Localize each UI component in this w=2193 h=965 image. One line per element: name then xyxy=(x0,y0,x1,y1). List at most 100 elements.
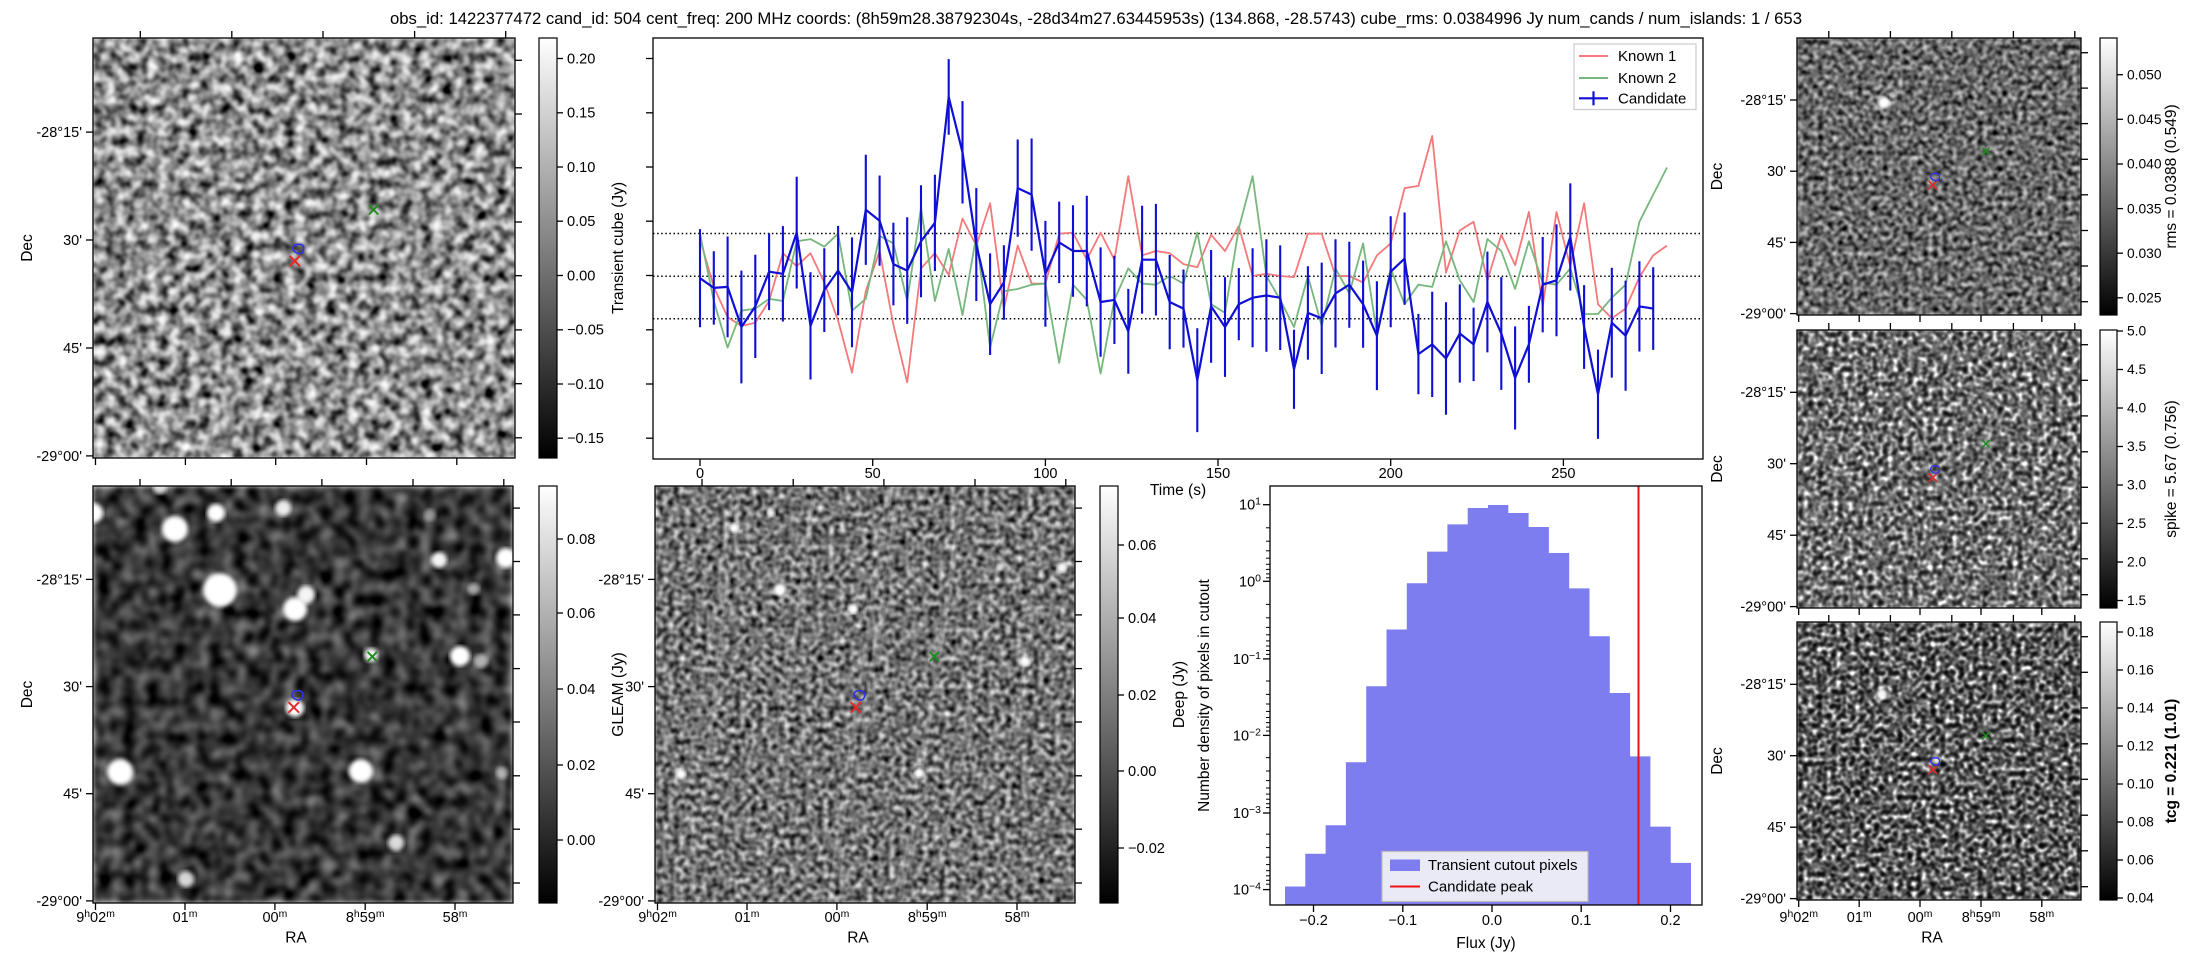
svg-text:0.04: 0.04 xyxy=(2127,891,2154,906)
svg-text:0.1: 0.1 xyxy=(1571,913,1591,929)
svg-text:−0.10: −0.10 xyxy=(567,377,604,393)
svg-text:250: 250 xyxy=(1551,466,1575,482)
svg-text:3.5: 3.5 xyxy=(2127,439,2147,454)
svg-text:rms = 0.0388 (0.549): rms = 0.0388 (0.549) xyxy=(2163,104,2180,248)
svg-text:50: 50 xyxy=(865,466,881,482)
svg-text:0.02: 0.02 xyxy=(567,758,595,774)
svg-text:-28°15': -28°15' xyxy=(1740,385,1786,401)
svg-text:-28°15': -28°15' xyxy=(36,572,82,588)
svg-text:−0.1: −0.1 xyxy=(1388,913,1417,929)
svg-text:Flux (Jy): Flux (Jy) xyxy=(1456,935,1515,952)
svg-text:RA: RA xyxy=(1921,930,1943,947)
svg-text:RA: RA xyxy=(285,930,307,947)
svg-text:-29°00': -29°00' xyxy=(1740,307,1786,323)
svg-text:0.20: 0.20 xyxy=(567,51,595,67)
svg-text:0.025: 0.025 xyxy=(2127,290,2162,305)
svg-text:Dec: Dec xyxy=(19,234,36,262)
svg-text:−0.05: −0.05 xyxy=(567,323,604,339)
svg-text:200: 200 xyxy=(1379,466,1403,482)
svg-text:8h59m: 8h59m xyxy=(346,909,385,926)
svg-text:0.10: 0.10 xyxy=(567,160,595,176)
svg-text:-29°00': -29°00' xyxy=(1740,600,1786,616)
svg-text:58m: 58m xyxy=(443,909,468,926)
svg-text:−0.15: −0.15 xyxy=(567,431,604,447)
svg-text:45': 45' xyxy=(1767,235,1786,251)
svg-text:0.10: 0.10 xyxy=(2127,777,2154,792)
svg-text:30': 30' xyxy=(63,680,82,696)
svg-text:0.05: 0.05 xyxy=(567,214,595,230)
svg-text:Candidate: Candidate xyxy=(1618,90,1686,107)
svg-text:9h02m: 9h02m xyxy=(638,909,677,926)
svg-text:Known 1: Known 1 xyxy=(1618,48,1676,65)
svg-text:45': 45' xyxy=(1767,820,1786,836)
svg-text:4.0: 4.0 xyxy=(2127,401,2147,416)
svg-text:Time (s): Time (s) xyxy=(1150,482,1206,499)
svg-text:-29°00': -29°00' xyxy=(598,894,644,910)
svg-text:4.5: 4.5 xyxy=(2127,362,2147,377)
svg-text:0.04: 0.04 xyxy=(567,682,595,698)
svg-text:0.035: 0.035 xyxy=(2127,201,2162,216)
svg-text:0.00: 0.00 xyxy=(1128,764,1156,780)
svg-text:0.040: 0.040 xyxy=(2127,157,2162,172)
svg-text:0.0: 0.0 xyxy=(1482,913,1502,929)
svg-text:−0.2: −0.2 xyxy=(1299,913,1328,929)
svg-text:30': 30' xyxy=(1767,457,1786,473)
svg-text:-28°15': -28°15' xyxy=(36,125,82,141)
svg-text:3.0: 3.0 xyxy=(2127,478,2147,493)
svg-text:Dec: Dec xyxy=(19,680,36,708)
svg-text:5.0: 5.0 xyxy=(2127,324,2147,339)
svg-text:1.5: 1.5 xyxy=(2127,593,2147,608)
svg-text:Dec: Dec xyxy=(1709,455,1726,483)
svg-text:9h02m: 9h02m xyxy=(76,909,115,926)
svg-text:-28°15': -28°15' xyxy=(1740,677,1786,693)
svg-text:obs_id: 1422377472 cand_id: 50: obs_id: 1422377472 cand_id: 504 cent_fre… xyxy=(390,9,1802,28)
svg-text:Deep (Jy): Deep (Jy) xyxy=(1171,661,1188,728)
svg-text:RA: RA xyxy=(847,930,869,947)
svg-text:58m: 58m xyxy=(1005,909,1030,926)
svg-text:-29°00': -29°00' xyxy=(1740,892,1786,908)
svg-text:0.050: 0.050 xyxy=(2127,67,2162,82)
svg-text:0.06: 0.06 xyxy=(1128,538,1156,554)
svg-text:0.18: 0.18 xyxy=(2127,625,2154,640)
svg-text:0: 0 xyxy=(696,466,704,482)
svg-text:30': 30' xyxy=(625,680,644,696)
svg-text:2.5: 2.5 xyxy=(2127,516,2147,531)
svg-text:45': 45' xyxy=(63,341,82,357)
svg-text:0.15: 0.15 xyxy=(567,106,595,122)
svg-text:0.08: 0.08 xyxy=(567,532,595,548)
svg-text:0.04: 0.04 xyxy=(1128,611,1156,627)
svg-text:0.00: 0.00 xyxy=(567,833,595,849)
svg-text:Dec: Dec xyxy=(1709,162,1726,190)
svg-text:-29°00': -29°00' xyxy=(36,894,82,910)
svg-text:30': 30' xyxy=(63,233,82,249)
svg-text:2.0: 2.0 xyxy=(2127,555,2147,570)
svg-text:Dec: Dec xyxy=(1709,747,1726,775)
svg-text:45': 45' xyxy=(63,787,82,803)
svg-text:0.16: 0.16 xyxy=(2127,663,2154,678)
svg-text:0.06: 0.06 xyxy=(2127,853,2154,868)
svg-text:-28°15': -28°15' xyxy=(598,572,644,588)
svg-text:30': 30' xyxy=(1767,749,1786,765)
svg-text:0.2: 0.2 xyxy=(1660,913,1680,929)
svg-text:Candidate peak: Candidate peak xyxy=(1428,879,1534,896)
svg-text:8h59m: 8h59m xyxy=(908,909,947,926)
svg-text:Transient cutout pixels: Transient cutout pixels xyxy=(1428,857,1578,874)
svg-text:Known 2: Known 2 xyxy=(1618,70,1676,87)
svg-text:Number density of pixels in cu: Number density of pixels in cutout xyxy=(1196,579,1213,812)
svg-text:0.045: 0.045 xyxy=(2127,112,2162,127)
svg-text:GLEAM (Jy): GLEAM (Jy) xyxy=(610,652,627,736)
svg-text:00m: 00m xyxy=(1908,909,1933,926)
svg-text:0.12: 0.12 xyxy=(2127,739,2154,754)
svg-text:150: 150 xyxy=(1206,466,1230,482)
svg-text:tcg = 0.221 (1.01): tcg = 0.221 (1.01) xyxy=(2163,699,2180,824)
svg-text:01m: 01m xyxy=(173,909,198,926)
svg-text:100: 100 xyxy=(1033,466,1057,482)
svg-text:01m: 01m xyxy=(1847,909,1872,926)
svg-text:-29°00': -29°00' xyxy=(36,449,82,465)
svg-text:01m: 01m xyxy=(735,909,760,926)
svg-text:0.030: 0.030 xyxy=(2127,246,2162,261)
svg-text:00m: 00m xyxy=(824,909,849,926)
svg-text:00m: 00m xyxy=(262,909,287,926)
svg-text:8h59m: 8h59m xyxy=(1962,909,2001,926)
svg-text:0.08: 0.08 xyxy=(2127,815,2154,830)
